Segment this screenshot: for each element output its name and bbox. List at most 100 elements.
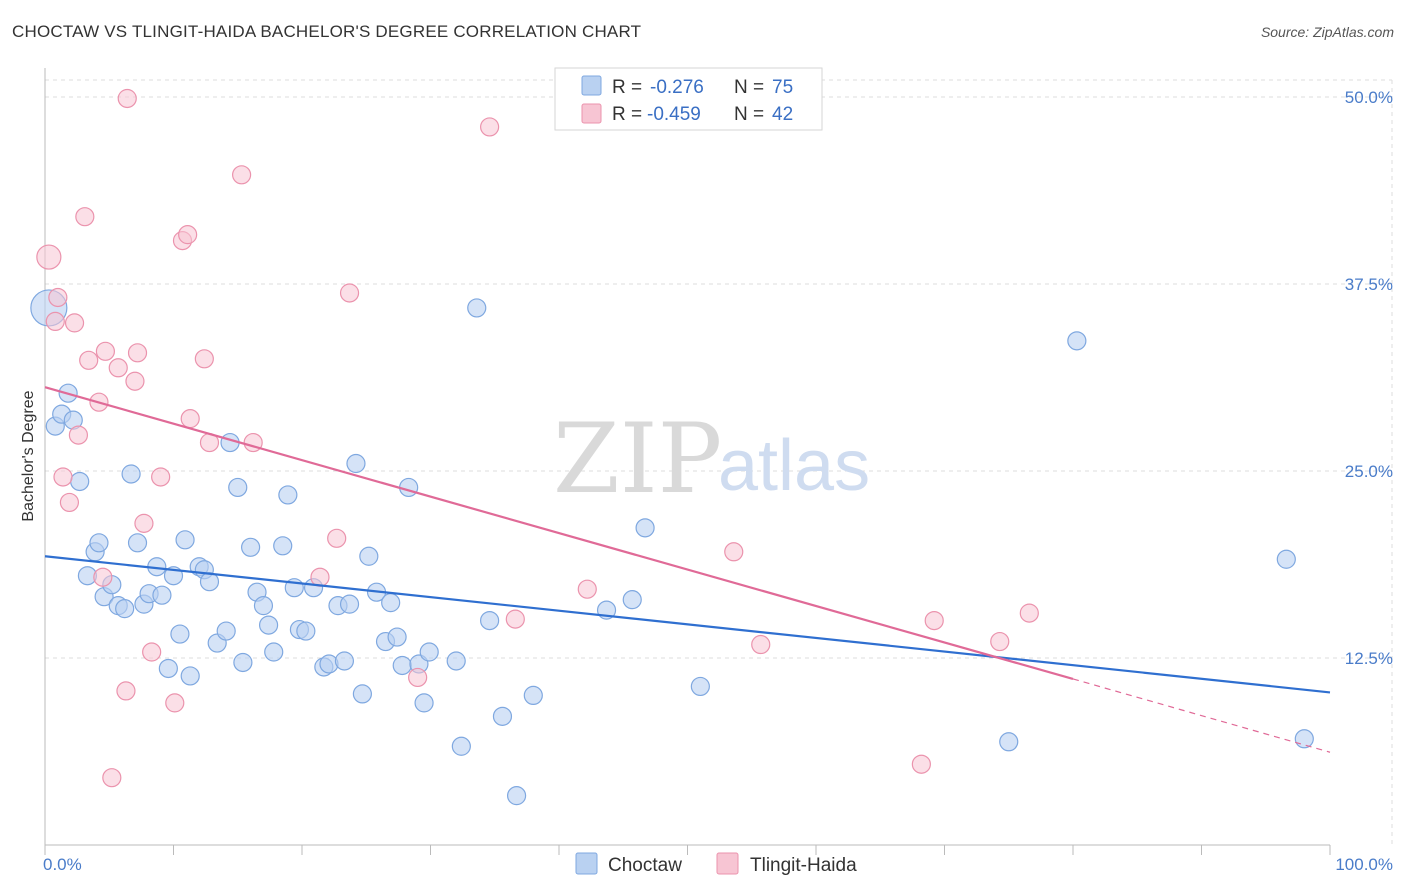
legend-swatch-tlingit [581, 103, 602, 124]
choctaw-point [999, 732, 1019, 752]
choctaw-point [253, 596, 274, 616]
legend-n-value-tlingit: 42 [772, 104, 793, 125]
legend-r-label-tlingit: R = [612, 104, 642, 125]
legend-r-value-choctaw: -0.276 [650, 77, 704, 98]
tlingit-point [108, 358, 128, 378]
choctaw-point [414, 693, 434, 713]
choctaw-point [339, 594, 360, 614]
tlingit-point [53, 467, 73, 487]
tlingit-point [165, 693, 185, 713]
legend-swatch-choctaw [581, 75, 602, 96]
tlingit-point [102, 768, 122, 788]
tlingit-point [68, 425, 89, 445]
choctaw-point [273, 536, 293, 556]
tlingit-point [310, 567, 330, 587]
choctaw-point [635, 518, 655, 538]
legend-n-label-choctaw: N = [734, 77, 764, 98]
y-tick-label: 37.5% [1345, 275, 1393, 294]
choctaw-point [446, 651, 466, 671]
choctaw-point [180, 666, 200, 686]
choctaw-point [1276, 549, 1296, 569]
choctaw-point [419, 642, 439, 662]
tlingit-point [480, 117, 500, 137]
tlingit-point [990, 631, 1010, 652]
tlingit-trend-extension [1072, 678, 1331, 753]
tlingit-point [75, 207, 95, 227]
tlingit-point [911, 754, 931, 774]
tlingit-point [327, 528, 347, 548]
tlingit-point [577, 579, 597, 599]
tlingit-point [178, 225, 198, 245]
axes [44, 68, 1331, 855]
bottom-legend-choctaw: Choctaw [608, 855, 682, 876]
tick-labels: 12.5% 25.0% 37.5% 50.0% 0.0% 100.0% [43, 88, 1393, 874]
tlingit-point [117, 88, 137, 109]
watermark-atlas: atlas [718, 426, 870, 506]
choctaw-trend-line [44, 555, 1331, 694]
legend-n-value-choctaw: 75 [772, 77, 793, 98]
tlingit-point [79, 350, 99, 370]
choctaw-point [121, 464, 141, 484]
choctaw-point [334, 651, 355, 671]
choctaw-point [346, 453, 366, 474]
choctaw-point [1067, 331, 1087, 351]
choctaw-point [381, 593, 401, 613]
chart-title: CHOCTAW VS TLINGIT-HAIDA BACHELOR'S DEGR… [12, 22, 642, 41]
tlingit-point [505, 609, 525, 629]
tlingit-point [116, 681, 136, 701]
choctaw-point [523, 685, 543, 706]
y-tick-label: 50.0% [1345, 88, 1393, 107]
bottom-legend: Choctaw Tlingit-Haida [575, 852, 857, 876]
bottom-legend-swatch-tlingit [716, 852, 739, 875]
choctaw-point [467, 298, 487, 318]
choctaw-point [152, 585, 172, 605]
tlingit-point [127, 343, 148, 363]
legend-n-label-tlingit: N = [734, 104, 764, 125]
choctaw-points [30, 289, 1314, 806]
choctaw-point [216, 621, 236, 641]
choctaw-point [359, 546, 379, 566]
choctaw-point [228, 477, 248, 498]
tlingit-point [59, 492, 80, 513]
top-legend: R = -0.276 N = 75 R = -0.459 N = 42 [554, 67, 823, 131]
choctaw-point [158, 658, 178, 679]
y-tick-label: 12.5% [1345, 649, 1393, 668]
tlingit-point [142, 642, 162, 662]
x-tick-label-min: 0.0% [43, 855, 82, 874]
tlingit-point [95, 341, 115, 361]
watermark-zip: ZIP [553, 403, 722, 515]
tlingit-point [134, 513, 154, 533]
choctaw-point [387, 627, 407, 647]
tlingit-point [45, 311, 65, 331]
tlingit-point [64, 313, 85, 333]
choctaw-point [506, 786, 527, 806]
tlingit-point [93, 567, 113, 587]
choctaw-point [70, 471, 90, 492]
y-tick-label: 25.0% [1345, 462, 1393, 481]
choctaw-point [392, 655, 412, 676]
choctaw-point [278, 485, 298, 505]
tlingit-point [408, 667, 428, 688]
tlingit-point [232, 165, 252, 185]
tlingit-point [924, 610, 944, 631]
choctaw-point [175, 530, 195, 550]
choctaw-point [399, 477, 419, 498]
choctaw-point [127, 533, 148, 553]
choctaw-point [264, 642, 284, 662]
tlingit-trend-line [44, 386, 1074, 681]
tlingit-point [48, 287, 68, 308]
choctaw-point [233, 652, 253, 673]
trend-lines [44, 386, 1331, 753]
choctaw-point [170, 624, 190, 644]
tlingit-point [151, 467, 171, 487]
choctaw-point [296, 621, 316, 641]
tlingit-point [180, 409, 200, 429]
tlingit-point [125, 371, 145, 391]
tlingit-point [194, 349, 214, 369]
choctaw-point [89, 533, 109, 553]
bottom-legend-tlingit: Tlingit-Haida [750, 855, 857, 876]
choctaw-point [352, 684, 372, 704]
tlingit-point [724, 542, 744, 562]
bottom-legend-swatch-choctaw [575, 852, 598, 875]
